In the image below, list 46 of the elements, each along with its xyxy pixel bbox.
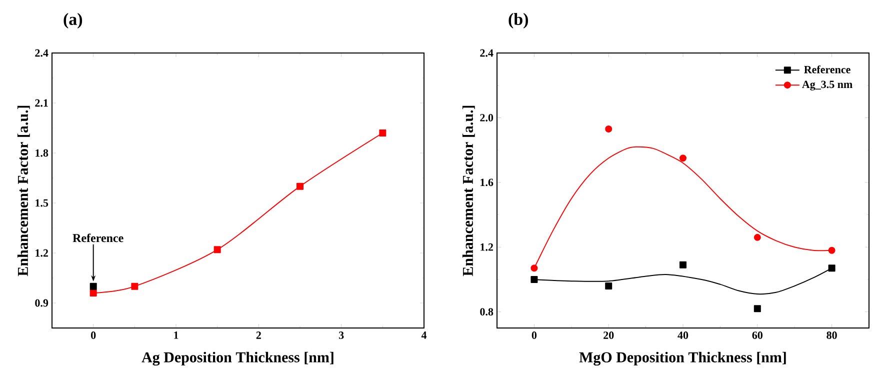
y-tick-label: 0.9 [35,299,48,307]
point [605,282,612,290]
x-tick-label: 80 [826,332,837,339]
y-tick-label: 2.4 [480,49,494,57]
point [214,246,221,254]
point [379,130,386,136]
point [828,246,836,254]
point [828,264,836,272]
chart-title: (b) [508,13,528,28]
x-tick-label: 4 [421,332,427,339]
y-tick-label: 0.8 [480,308,494,316]
x-axis-title: MgO Deposition Thickness [nm] [579,352,786,366]
point [754,234,761,241]
point [90,282,97,290]
point [296,182,304,190]
y-tick-label: 1.2 [480,243,493,251]
x-tick-label: 0 [91,332,96,339]
y-tick-label: 1.8 [36,149,48,157]
point [131,282,138,290]
chart-title: (a) [64,13,82,28]
x-tick-label: 1 [174,332,178,339]
y-tick-label: 2.4 [35,49,48,57]
legend-label: Ag_3.5 nm [802,80,852,90]
y-axis-title: Enhancement Factor [a.u.] [17,106,30,276]
y-tick-label: 1.2 [36,249,48,257]
x-tick-label: 60 [752,332,762,339]
x-tick-label: 20 [604,332,614,339]
x-axis-title: Ag Deposition Thickness [nm] [142,352,334,366]
point [530,276,538,283]
y-tick-label: 1.5 [36,199,48,207]
point [680,154,687,162]
y-axis-title: Enhancement Factor [a.u.] [462,106,475,276]
y-tick-label: 1.6 [480,178,494,186]
point [90,290,97,296]
x-tick-label: 2 [256,332,261,339]
point [680,261,687,268]
annotation: Reference [72,234,124,242]
y-tick-label: 2.0 [480,114,494,122]
point [754,305,761,312]
point [605,126,612,133]
x-tick-label: 3 [338,332,344,339]
y-tick-label: 2.1 [35,99,48,107]
x-tick-label: 40 [678,332,688,339]
legend-label: Reference [804,65,850,74]
x-tick-label: 0 [532,332,537,339]
point [530,264,538,272]
